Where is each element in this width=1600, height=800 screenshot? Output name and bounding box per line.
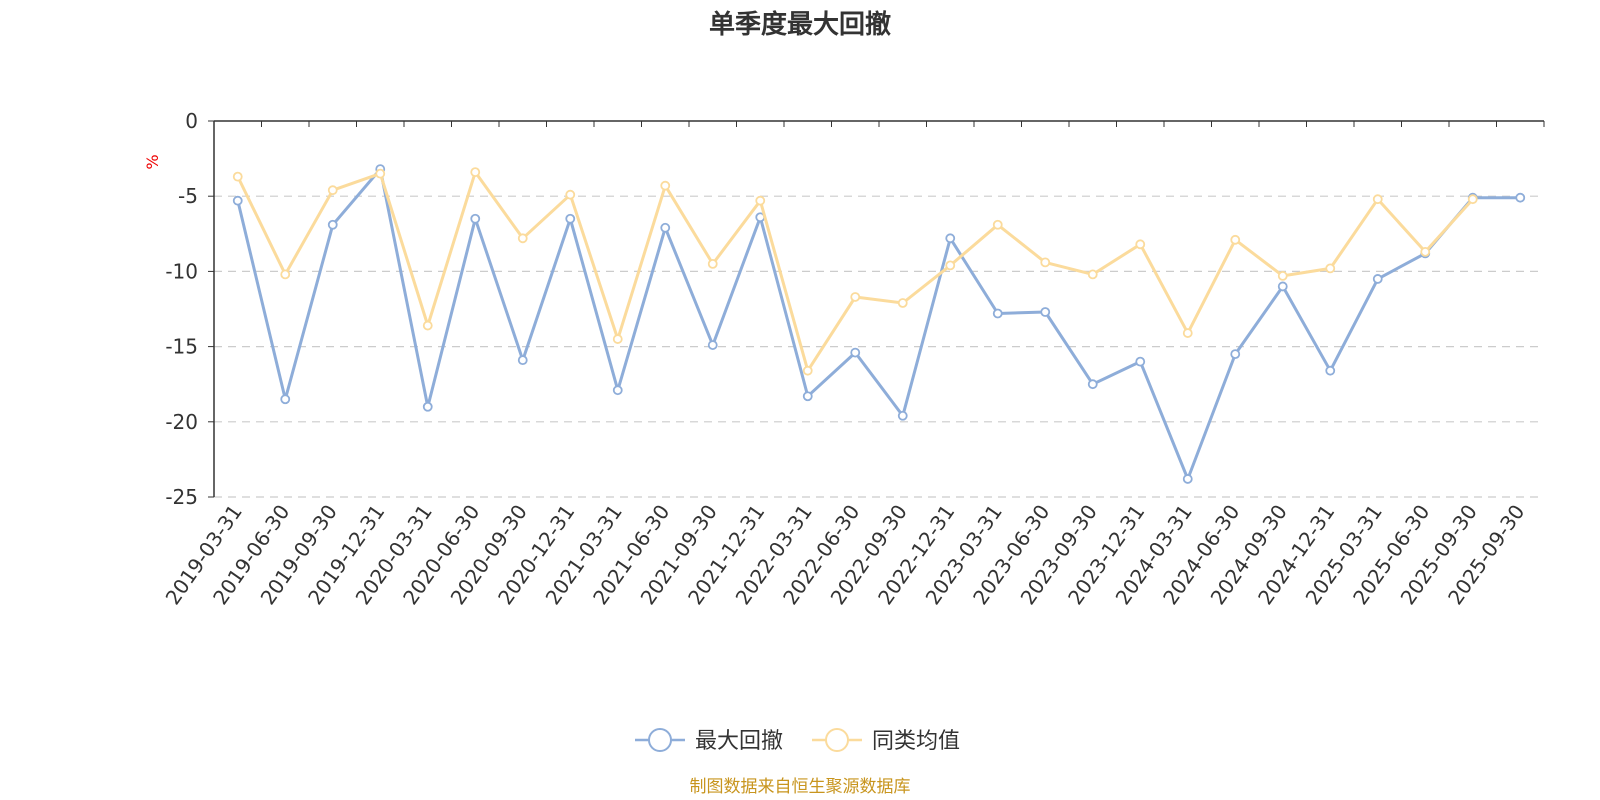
data-point bbox=[565, 213, 576, 224]
data-point bbox=[1182, 474, 1193, 484]
data-point bbox=[1420, 246, 1431, 257]
data-point bbox=[1515, 192, 1526, 203]
data-point bbox=[1325, 365, 1336, 376]
data-point bbox=[1087, 379, 1098, 390]
y-tick-label: -25 bbox=[165, 485, 198, 509]
data-point bbox=[1372, 274, 1383, 284]
data-point bbox=[897, 410, 908, 421]
data-point bbox=[470, 213, 481, 224]
axes bbox=[213, 120, 1545, 497]
data-point bbox=[992, 219, 1003, 230]
y-tick-label: -10 bbox=[165, 259, 198, 283]
data-point bbox=[1087, 269, 1098, 280]
data-point bbox=[850, 292, 861, 302]
data-point bbox=[1040, 307, 1051, 317]
y-tick-label: -15 bbox=[165, 335, 198, 359]
y-tick-label: -5 bbox=[178, 184, 198, 208]
data-point bbox=[897, 298, 908, 308]
series-lines bbox=[232, 164, 1526, 484]
data-point bbox=[517, 233, 528, 244]
y-tick-label: 0 bbox=[185, 109, 198, 133]
data-point bbox=[802, 365, 813, 376]
chart-title: 单季度最大回撤 bbox=[709, 9, 891, 40]
grid-lines bbox=[214, 195, 1544, 498]
data-point bbox=[755, 195, 766, 206]
data-point bbox=[470, 167, 481, 178]
y-tick-label: -20 bbox=[165, 410, 198, 434]
x-axis-ticks: 2019-03-312019-06-302019-09-302019-12-31… bbox=[161, 500, 1530, 609]
series-line bbox=[236, 167, 1521, 481]
data-point bbox=[280, 394, 291, 405]
data-point bbox=[992, 308, 1003, 319]
data-point bbox=[1230, 349, 1241, 360]
data-point bbox=[612, 334, 623, 344]
legend-marker bbox=[825, 728, 849, 752]
data-point bbox=[612, 385, 623, 396]
legend: 最大回撤 同类均值 bbox=[635, 728, 960, 754]
data-point bbox=[660, 222, 671, 233]
y-axis-ticks: 0 -5 -10 -15 -20 -25 bbox=[165, 109, 214, 509]
data-point bbox=[1040, 257, 1051, 268]
data-point bbox=[707, 340, 718, 350]
data-source: 制图数据来自恒生聚源数据库 bbox=[690, 777, 911, 797]
data-point bbox=[850, 347, 861, 358]
data-point bbox=[1182, 328, 1193, 338]
data-point bbox=[280, 269, 291, 280]
data-point bbox=[517, 355, 528, 366]
data-point bbox=[945, 233, 956, 244]
data-point bbox=[1277, 281, 1288, 292]
data-point bbox=[1230, 234, 1241, 245]
data-point bbox=[327, 185, 338, 196]
legend-label: 同类均值 bbox=[872, 729, 960, 754]
legend-label: 最大回撤 bbox=[695, 729, 783, 754]
data-point bbox=[232, 171, 243, 182]
y-axis-unit: % bbox=[143, 154, 162, 169]
legend-marker bbox=[648, 728, 672, 752]
series-line bbox=[236, 170, 1474, 373]
data-point bbox=[1277, 271, 1288, 281]
data-point bbox=[232, 195, 243, 206]
data-point bbox=[1372, 194, 1383, 205]
data-point bbox=[327, 219, 338, 230]
data-point bbox=[375, 168, 386, 179]
data-point bbox=[565, 189, 576, 200]
data-point bbox=[1325, 263, 1336, 274]
data-point bbox=[945, 260, 956, 271]
data-point bbox=[802, 391, 813, 402]
data-point bbox=[707, 258, 718, 269]
data-point bbox=[422, 320, 433, 331]
data-point bbox=[1467, 194, 1478, 205]
data-point bbox=[660, 180, 671, 191]
data-point bbox=[1135, 239, 1146, 250]
data-point bbox=[1135, 356, 1146, 367]
data-point bbox=[422, 401, 433, 412]
